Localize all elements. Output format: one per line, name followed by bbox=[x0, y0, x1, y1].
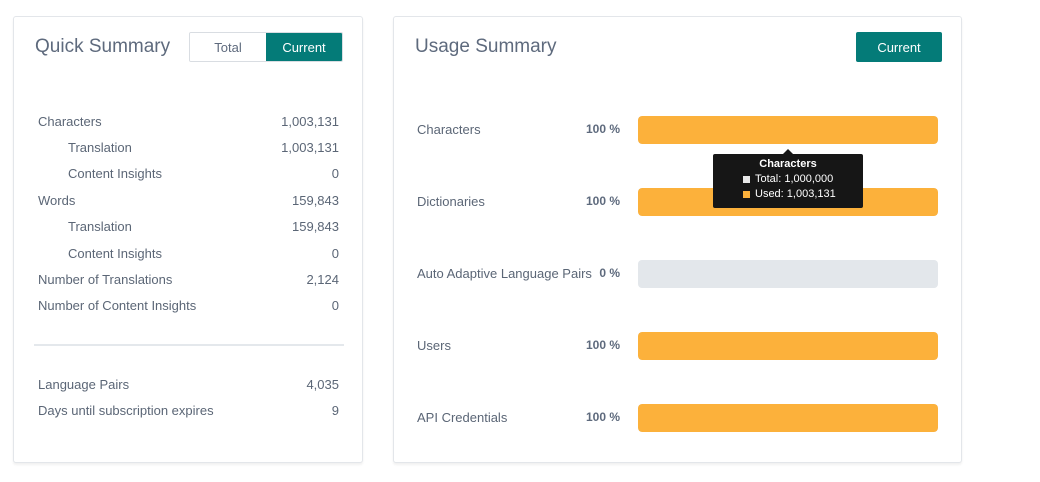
stat-label: Content Insights bbox=[68, 166, 162, 181]
tooltip-used-text: Used: 1,003,131 bbox=[755, 188, 836, 200]
stat-label: Translation bbox=[68, 140, 132, 155]
stat-row-days-until-expiry: Days until subscription expires 9 bbox=[38, 403, 339, 418]
usage-bar-fill bbox=[638, 404, 938, 432]
stat-value: 4,035 bbox=[306, 377, 339, 392]
summary-divider bbox=[34, 344, 344, 346]
usage-label: API Credentials bbox=[417, 410, 508, 425]
usage-summary-card: Usage Summary Current Characters 100 % D… bbox=[393, 16, 962, 463]
usage-percent: 0 % bbox=[599, 266, 620, 280]
stat-row-number-of-translations: Number of Translations 2,124 bbox=[38, 272, 339, 287]
usage-summary-title: Usage Summary bbox=[415, 36, 557, 57]
current-button[interactable]: Current bbox=[856, 32, 942, 62]
tooltip-total-text: Total: 1,000,000 bbox=[755, 173, 834, 185]
usage-percent: 100 % bbox=[585, 122, 620, 136]
characters-tooltip: Characters Total: 1,000,000 Used: 1,003,… bbox=[713, 149, 863, 208]
stat-row-characters-translation: Translation 1,003,131 bbox=[38, 140, 339, 155]
usage-percent: 100 % bbox=[585, 410, 620, 424]
usage-row-api-credentials: API Credentials 100 % bbox=[394, 404, 963, 432]
usage-bar-fill bbox=[638, 116, 938, 144]
usage-row-dictionaries: Dictionaries 100 % bbox=[394, 188, 963, 216]
current-toggle-button[interactable]: Current bbox=[266, 33, 342, 61]
usage-row-auto-adaptive-language-pairs: Auto Adaptive Language Pairs 0 % bbox=[394, 260, 963, 288]
usage-label: Characters bbox=[417, 122, 481, 137]
stat-row-number-of-content-insights: Number of Content Insights 0 bbox=[38, 298, 339, 313]
stat-label: Words bbox=[38, 193, 76, 208]
usage-percent: 100 % bbox=[585, 338, 620, 352]
stat-row-words-translation: Translation 159,843 bbox=[38, 219, 339, 234]
usage-label: Users bbox=[417, 338, 451, 353]
usage-percent: 100 % bbox=[585, 194, 620, 208]
stat-label: Language Pairs bbox=[38, 377, 130, 392]
total-toggle-button[interactable]: Total bbox=[190, 33, 266, 61]
usage-row-characters: Characters 100 % bbox=[394, 116, 963, 144]
usage-label: Auto Adaptive Language Pairs bbox=[417, 266, 592, 281]
stat-label: Characters bbox=[38, 114, 102, 129]
usage-label: Dictionaries bbox=[417, 194, 485, 209]
stat-value: 0 bbox=[331, 298, 339, 313]
stat-value: 0 bbox=[331, 246, 339, 261]
usage-bar-fill bbox=[638, 332, 938, 360]
stat-row-characters: Characters 1,003,131 bbox=[38, 114, 339, 129]
tooltip-total-line: Total: 1,000,000 bbox=[713, 172, 863, 187]
quick-summary-toggle[interactable]: Total Current bbox=[189, 32, 343, 62]
usage-bar-track[interactable] bbox=[638, 116, 938, 144]
stat-value: 159,843 bbox=[292, 219, 339, 234]
tooltip-used-line: Used: 1,003,131 bbox=[713, 187, 863, 202]
quick-summary-title: Quick Summary bbox=[35, 36, 171, 57]
stat-row-language-pairs: Language Pairs 4,035 bbox=[38, 377, 339, 392]
usage-bar-track[interactable] bbox=[638, 404, 938, 432]
usage-bar-track[interactable] bbox=[638, 260, 938, 288]
stat-row-words-content-insights: Content Insights 0 bbox=[38, 246, 339, 261]
quick-summary-card: Quick Summary Total Current Characters 1… bbox=[13, 16, 363, 463]
stat-label: Translation bbox=[68, 219, 132, 234]
stat-row-words: Words 159,843 bbox=[38, 193, 339, 208]
total-swatch-icon bbox=[743, 176, 750, 183]
stat-value: 9 bbox=[331, 403, 339, 418]
stat-label: Number of Translations bbox=[38, 272, 173, 287]
stat-label: Days until subscription expires bbox=[38, 403, 214, 418]
tooltip-title: Characters bbox=[759, 158, 817, 170]
stat-label: Number of Content Insights bbox=[38, 298, 197, 313]
stat-value: 1,003,131 bbox=[281, 140, 339, 155]
usage-row-users: Users 100 % bbox=[394, 332, 963, 360]
stat-value: 0 bbox=[331, 166, 339, 181]
used-swatch-icon bbox=[743, 191, 750, 198]
stat-label: Content Insights bbox=[68, 246, 162, 261]
stat-value: 1,003,131 bbox=[281, 114, 339, 129]
usage-bar-track[interactable] bbox=[638, 332, 938, 360]
stat-row-characters-content-insights: Content Insights 0 bbox=[38, 166, 339, 181]
stat-value: 159,843 bbox=[292, 193, 339, 208]
stat-value: 2,124 bbox=[306, 272, 339, 287]
